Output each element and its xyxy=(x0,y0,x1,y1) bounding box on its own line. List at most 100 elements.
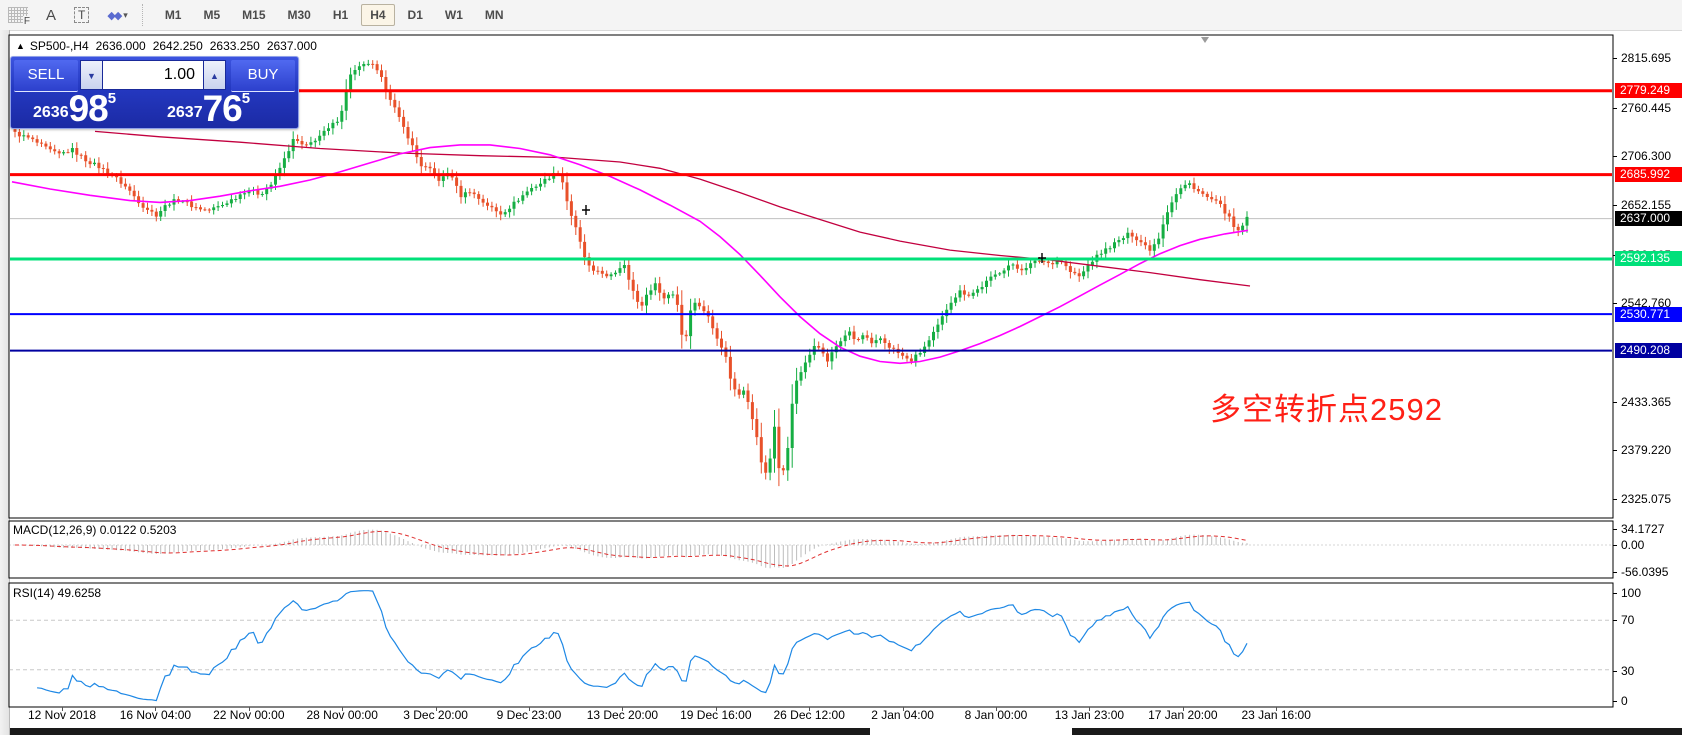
time-axis-tick xyxy=(155,707,157,711)
buy-price[interactable]: 2637765 xyxy=(167,88,251,129)
rsi-axis-tick xyxy=(1613,620,1617,621)
price-axis-tick xyxy=(1613,156,1617,158)
time-axis-tick xyxy=(715,707,717,711)
volume-field[interactable]: 1.00 xyxy=(103,60,203,90)
timeframe-button-w1[interactable]: W1 xyxy=(444,8,463,22)
timeframe-button-mn[interactable]: MN xyxy=(484,8,504,22)
buy-button[interactable]: BUY xyxy=(231,60,295,92)
price-level-badge: 2685.992 xyxy=(1615,167,1682,183)
timeframe-button-m5[interactable]: M5 xyxy=(203,8,221,22)
time-axis-label: 16 Nov 04:00 xyxy=(119,708,192,722)
ohlc-open: 2636.000 xyxy=(95,39,146,53)
buy-price-main: 2637 xyxy=(167,104,203,121)
time-axis-label: 19 Dec 16:00 xyxy=(680,708,752,722)
time-axis-tick xyxy=(1276,707,1278,711)
time-axis-label: 8 Jan 00:00 xyxy=(964,708,1028,722)
volume-increase-button[interactable]: ▲ xyxy=(203,60,226,90)
buy-price-sup: 5 xyxy=(241,90,251,107)
time-axis-tick xyxy=(1089,707,1091,711)
price-level-badge: 2530.771 xyxy=(1615,306,1682,322)
symbol-period-label: SP500-,H4 xyxy=(29,39,89,53)
sell-button[interactable]: SELL xyxy=(14,60,78,92)
macd-axis-tick xyxy=(1613,529,1617,530)
rsi-axis-label: 70 xyxy=(1621,613,1635,627)
timeframe-buttons: M1 M5 M15 M30 H1 H4 D1 W1 MN xyxy=(154,4,515,26)
volume-stepper: ▼ 1.00 ▲ xyxy=(80,60,226,90)
timeframe-button-h1[interactable]: H1 xyxy=(332,8,349,22)
macd-axis-label: -56.0395 xyxy=(1621,565,1669,579)
macd-axis-tick xyxy=(1613,572,1617,573)
toolbar-separator xyxy=(141,4,148,26)
sell-price[interactable]: 2636985 xyxy=(33,88,117,129)
time-axis-label: 22 Nov 00:00 xyxy=(213,708,285,722)
macd-label: MACD(12,26,9) 0.0122 0.5203 xyxy=(13,523,177,537)
time-axis-label: 28 Nov 00:00 xyxy=(306,708,378,722)
time-axis-label: 13 Jan 23:00 xyxy=(1054,708,1125,722)
price-axis-label: 2815.695 xyxy=(1621,51,1672,65)
collapse-chart-icon[interactable]: ▲ xyxy=(16,41,25,51)
macd-axis-label: 34.1727 xyxy=(1621,522,1665,536)
macd-axis-label: 0.00 xyxy=(1621,538,1645,552)
time-axis-label: 17 Jan 20:00 xyxy=(1148,708,1218,722)
price-axis-tick xyxy=(1613,401,1617,403)
price-axis-label: 2325.075 xyxy=(1621,492,1672,506)
price-axis-tick xyxy=(1613,107,1617,109)
sell-price-main: 2636 xyxy=(33,104,69,121)
buy-price-big: 76 xyxy=(202,88,243,129)
price-axis-tick xyxy=(1613,303,1617,305)
time-axis-tick xyxy=(622,707,624,711)
bottom-edge-segment xyxy=(10,728,870,735)
time-axis-tick xyxy=(248,707,250,711)
timeframe-button-m15[interactable]: M15 xyxy=(242,8,266,22)
timeframe-button-h4[interactable]: H4 xyxy=(361,4,395,26)
price-axis-label: 2379.220 xyxy=(1621,443,1672,458)
time-axis-label: 23 Jan 16:00 xyxy=(1241,708,1311,722)
toolbar: F A T ◆◆ ▾ M1 M5 M15 M30 H1 H4 D1 W1 MN xyxy=(0,0,1682,31)
rsi-axis-tick xyxy=(1613,701,1617,702)
sell-price-sup: 5 xyxy=(107,90,117,107)
rsi-label: RSI(14) 49.6258 xyxy=(13,586,102,600)
time-axis-tick xyxy=(996,707,997,711)
price-axis-label: 2433.365 xyxy=(1621,394,1672,409)
volume-decrease-button[interactable]: ▼ xyxy=(80,60,103,90)
ohlc-close: 2637.000 xyxy=(266,39,317,53)
time-axis-label: 26 Dec 12:00 xyxy=(773,708,845,722)
sell-price-big: 98 xyxy=(68,88,109,129)
rsi-axis-label: 30 xyxy=(1621,664,1635,678)
text-box-icon[interactable]: T xyxy=(74,4,90,26)
shapes-glyph: ◆◆ xyxy=(107,9,122,22)
dropdown-caret-icon[interactable]: ▾ xyxy=(123,9,128,20)
bottom-edge-segment xyxy=(1072,728,1682,735)
price-axis-tick xyxy=(1613,450,1617,452)
timeframe-button-d1[interactable]: D1 xyxy=(407,8,423,22)
time-axis-label: 13 Dec 20:00 xyxy=(586,708,659,722)
rsi-axis-tick xyxy=(1613,671,1617,672)
price-axis-tick xyxy=(1613,499,1617,500)
price-level-badge: 2490.208 xyxy=(1615,343,1682,359)
time-axis-tick xyxy=(435,707,437,711)
one-click-trading-panel: SELL ▼ 1.00 ▲ BUY 2636985 2637765 xyxy=(10,56,299,129)
shapes-icon[interactable]: ◆◆ ▾ xyxy=(107,4,127,26)
text-label-icon[interactable]: A xyxy=(46,6,57,24)
time-axis-label: 2 Jan 04:00 xyxy=(871,708,934,722)
chart-annotation-text: 多空转折点2592 xyxy=(1210,392,1443,427)
time-axis-label: 9 Dec 23:00 xyxy=(496,708,562,722)
rsi-axis-tick xyxy=(1613,593,1617,594)
time-axis-label: 3 Dec 20:00 xyxy=(403,708,468,722)
ohlc-low: 2633.250 xyxy=(209,39,260,53)
price-axis-label: 2652.155 xyxy=(1621,198,1672,212)
timeframe-button-m30[interactable]: M30 xyxy=(287,8,311,22)
time-axis-tick xyxy=(342,707,344,711)
current-price-badge: 2637.000 xyxy=(1615,211,1682,227)
timeframe-button-m1[interactable]: M1 xyxy=(164,8,182,22)
time-axis-tick xyxy=(902,707,904,711)
time-axis-tick xyxy=(62,707,63,711)
rsi-axis-label: 100 xyxy=(1621,586,1642,600)
macd-axis-tick xyxy=(1613,545,1617,546)
price-axis-tick xyxy=(1613,58,1617,59)
price-level-badge: 2779.249 xyxy=(1615,83,1682,99)
price-axis-tick xyxy=(1613,205,1617,206)
time-axis-label: 12 Nov 2018 xyxy=(27,708,97,722)
grid-f-icon[interactable]: F xyxy=(8,7,30,27)
price-axis-label: 2760.445 xyxy=(1621,100,1672,115)
